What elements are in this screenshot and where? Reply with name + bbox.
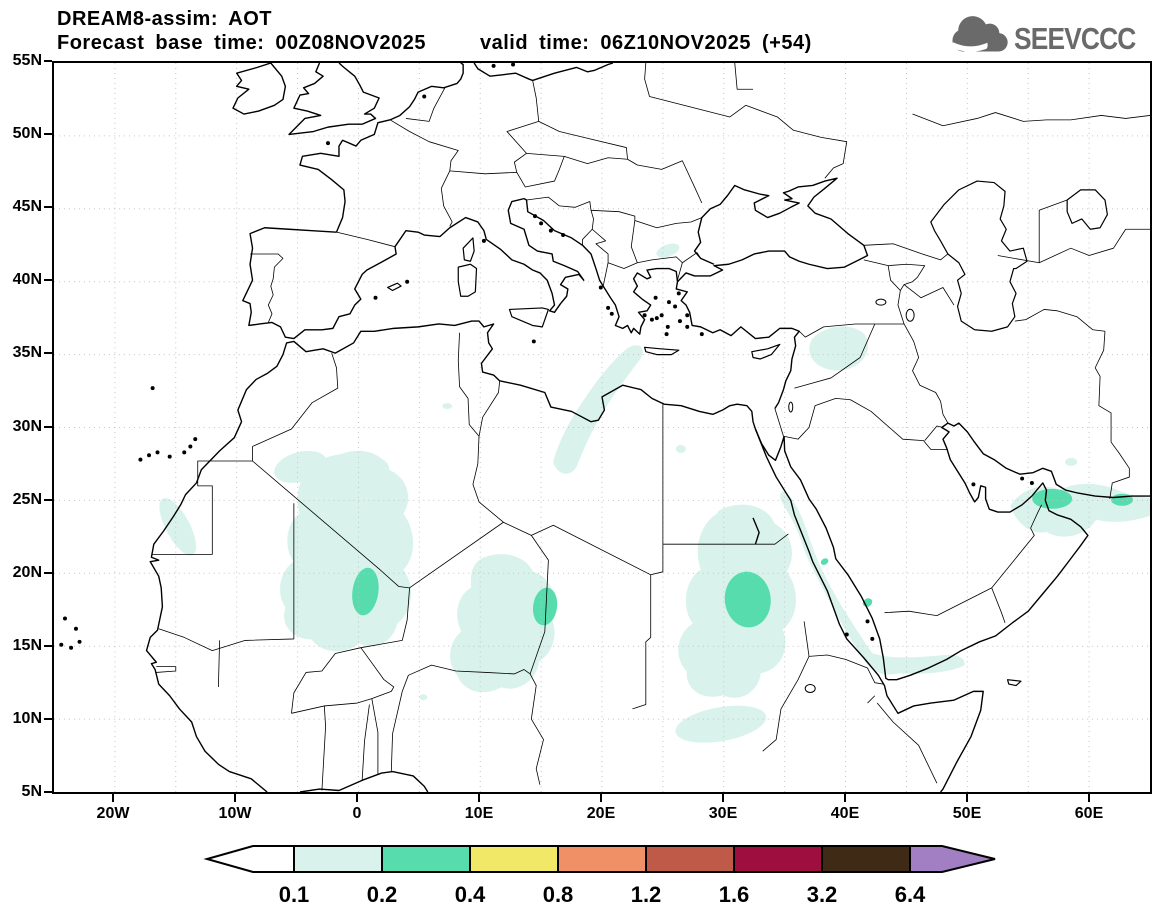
cloud-arrow-icon <box>949 14 1011 63</box>
y-axis-label: 5N <box>21 783 42 800</box>
map-canvas <box>54 63 1150 792</box>
x-axis-label: 0 <box>352 805 362 822</box>
colorbar-segment-2 <box>469 845 559 873</box>
x-axis-label: 20E <box>586 805 616 822</box>
x-axis-tick <box>1088 794 1090 802</box>
colorbar-canvas: 0.1 0.2 0.4 0.8 1.2 1.6 3.2 6.4 <box>203 845 996 905</box>
coastlines-layer <box>59 63 1150 792</box>
y-axis-tick <box>44 60 52 62</box>
x-axis-tick <box>600 794 602 802</box>
x-axis-label: 40E <box>830 805 860 822</box>
colorbar-segment-1 <box>381 845 471 873</box>
colorbar-below-arrow <box>203 845 295 873</box>
colorbar-segment-6 <box>821 845 911 873</box>
y-axis-tick <box>44 644 52 647</box>
x-axis-tick <box>966 794 968 802</box>
y-axis-label: 45N <box>12 198 42 216</box>
x-axis-tick <box>722 794 724 802</box>
colorbar-level-label: 1.2 <box>631 882 662 905</box>
colorbar-level-label: 1.6 <box>719 882 750 905</box>
gridlines-layer <box>54 63 1150 792</box>
x-axis-label: 60E <box>1074 805 1104 822</box>
y-axis-label: 55N <box>12 52 42 69</box>
y-axis-tick <box>44 352 52 355</box>
y-axis-label: 20N <box>12 563 42 581</box>
x-axis-label: 30E <box>708 805 738 822</box>
aot-fill-layer <box>159 243 1150 743</box>
y-axis-tick <box>44 791 52 793</box>
y-axis-tick <box>44 498 52 501</box>
x-axis-label: 50E <box>952 805 982 822</box>
x-axis-label: 10W <box>218 805 252 822</box>
colorbar-level-label: 6.4 <box>895 882 926 905</box>
logo-text: SEEVCCC <box>1014 20 1136 56</box>
map-frame <box>52 61 1152 794</box>
page-title: DREAM8-assim: AOT <box>57 8 273 30</box>
colorbar-level-label: 0.1 <box>279 882 310 905</box>
y-axis-label: 35N <box>12 344 42 362</box>
y-axis-label: 15N <box>12 636 42 654</box>
y-axis-label: 30N <box>12 417 42 435</box>
forecast-base-time: Forecast base time: 00Z08NOV2025 <box>57 32 426 54</box>
x-axis-tick <box>234 794 236 802</box>
page-subtitle: Forecast base time: 00Z08NOV2025 valid ti… <box>57 32 812 55</box>
colorbar-segment-3 <box>557 845 647 873</box>
colorbar-level-label: 3.2 <box>807 882 838 905</box>
y-axis-label: 40N <box>12 271 42 289</box>
y-axis-label: 10N <box>12 709 42 727</box>
y-axis-tick <box>44 279 52 282</box>
y-axis-tick <box>44 206 52 209</box>
x-axis-tick <box>844 794 846 802</box>
y-axis-label: 50N <box>12 125 42 143</box>
x-axis-tick <box>478 794 480 802</box>
colorbar-segment-4 <box>645 845 735 873</box>
colorbar-above-arrow <box>909 845 996 873</box>
y-axis-tick <box>44 425 52 428</box>
valid-time: valid time: 06Z10NOV2025 (+54) <box>479 32 812 54</box>
colorbar-level-label: 0.4 <box>455 882 486 905</box>
colorbar-level-label: 0.2 <box>367 882 398 905</box>
colorbar-segment-0 <box>293 845 383 873</box>
y-axis-label: 25N <box>12 490 42 508</box>
x-axis-label: 10E <box>464 805 494 822</box>
x-axis-label: 20W <box>96 805 130 822</box>
seevccc-logo: SEEVCCC <box>949 14 1157 63</box>
country-borders-layer <box>151 63 1150 791</box>
y-axis-tick <box>44 717 52 720</box>
x-axis-tick <box>356 794 358 802</box>
x-axis-tick <box>112 794 114 802</box>
y-axis-tick <box>44 571 52 574</box>
colorbar-segment-5 <box>733 845 823 873</box>
colorbar: 0.1 0.2 0.4 0.8 1.2 1.6 3.2 6.4 <box>180 838 1020 905</box>
y-axis-tick <box>44 133 52 136</box>
colorbar-level-label: 0.8 <box>543 882 574 905</box>
